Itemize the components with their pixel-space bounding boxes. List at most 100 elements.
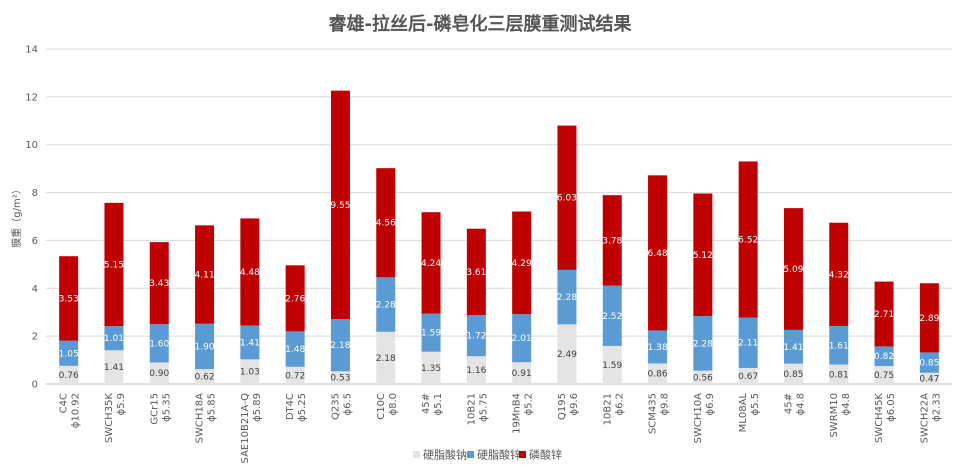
x-tick-label-grade: 45#	[783, 393, 794, 414]
bar-segment	[149, 324, 169, 363]
bar-stack: 0.76 1.05 3.53	[59, 256, 79, 384]
legend-swatch	[519, 451, 526, 458]
x-tick-label-grade: Q235	[330, 393, 341, 420]
bar-segment	[466, 315, 486, 357]
data-label: 0.76	[59, 371, 79, 381]
bar-segment	[285, 265, 305, 332]
data-label: 1.90	[195, 342, 215, 352]
data-label: 1.61	[829, 341, 849, 351]
data-label: 6.48	[648, 249, 668, 259]
bars: 0.76 1.05 3.53 1.41 1.01 5.15 0.90 1.60 3.43 0.62…	[59, 90, 940, 384]
bar-segment	[783, 363, 803, 384]
x-tick-label-size: ϕ4.8	[795, 393, 806, 416]
x-tick-label-size: ϕ5.25	[297, 393, 308, 422]
x-tick-label-grade: SCM435	[648, 393, 659, 434]
bar-segment	[376, 277, 396, 332]
bar-segment	[330, 90, 350, 320]
bar-segment	[738, 161, 758, 318]
y-axis-ticks: 0 2 4 6 8 10 12 14	[25, 45, 38, 391]
bar-segment	[557, 125, 577, 270]
x-tick-label-size: ϕ10.92	[71, 393, 82, 428]
bar-stack: 1.59 2.52 3.78	[602, 195, 623, 384]
data-label: 2.71	[874, 310, 894, 320]
bar-segment	[330, 319, 350, 372]
y-tick-label: 14	[25, 45, 38, 56]
x-tick-label-grade: 45#	[421, 393, 432, 414]
data-label: 1.48	[285, 345, 305, 355]
data-label: 1.03	[240, 368, 260, 378]
data-label: 1.35	[421, 364, 441, 374]
legend-label: 磷酸锌	[529, 448, 562, 462]
legend-label: 硬脂酸锌	[477, 448, 521, 462]
legend-swatch	[413, 451, 420, 458]
legend-item: 磷酸锌	[519, 448, 562, 462]
bar-stack: 0.81 1.61 4.32	[829, 222, 849, 384]
data-label: 2.89	[919, 314, 939, 324]
legend-swatch	[467, 451, 474, 458]
bar-segment	[874, 366, 894, 384]
bar-segment	[376, 168, 396, 278]
y-tick-label: 8	[32, 188, 38, 199]
bar-stack: 0.75 0.82 2.71	[874, 281, 894, 384]
bar-segment	[738, 317, 758, 368]
y-tick-label: 4	[32, 284, 38, 295]
data-label: 0.91	[512, 369, 532, 379]
data-label: 1.05	[59, 349, 79, 359]
bar-segment	[919, 372, 939, 384]
bar-segment	[874, 346, 894, 367]
bar-segment	[466, 228, 486, 316]
data-label: 0.85	[783, 370, 803, 380]
bar-stack: 1.35 1.59 4.24	[421, 212, 441, 384]
bar-segment	[149, 362, 169, 384]
bar-stack: 2.18 2.28 4.56	[376, 168, 396, 384]
data-label: 3.43	[149, 279, 169, 289]
bar-stack: 0.56 2.28 5.12	[693, 193, 713, 384]
legend-label: 硬脂酸钠	[423, 448, 467, 462]
x-tick-label-grade: GCr15	[149, 393, 160, 425]
data-label: 1.41	[240, 338, 260, 348]
y-tick-label: 6	[32, 236, 38, 247]
data-label: 4.24	[421, 259, 441, 269]
x-tick-label-size: ϕ4.8	[841, 393, 852, 416]
data-label: 9.55	[330, 201, 350, 211]
y-tick-label: 2	[32, 332, 38, 343]
bar-segment	[874, 281, 894, 347]
data-label: 2.11	[738, 339, 758, 349]
bar-segment	[829, 222, 849, 327]
bar-segment	[557, 269, 577, 325]
bar-segment	[512, 211, 532, 315]
x-tick-label-size: ϕ5.2	[524, 393, 535, 416]
bar-segment	[783, 329, 803, 364]
data-label: 3.61	[466, 268, 486, 278]
bar-segment	[512, 362, 532, 384]
bar-segment	[285, 366, 305, 384]
data-label: 2.49	[557, 350, 577, 360]
bar-segment	[738, 367, 758, 384]
bar-segment	[195, 323, 215, 370]
data-label: 2.52	[602, 312, 622, 322]
data-label: 1.60	[149, 339, 169, 349]
x-tick-label-grade: C4C	[59, 393, 70, 413]
bar-segment	[602, 285, 622, 346]
data-label: 0.56	[693, 373, 713, 383]
bar-segment	[330, 371, 350, 384]
data-label: 0.90	[149, 369, 169, 379]
bar-segment	[602, 345, 622, 384]
x-tick-label-size: ϕ8.0	[388, 393, 399, 416]
bar-stack: 2.49 2.28 6.03	[557, 125, 577, 384]
data-label: 0.86	[648, 370, 668, 380]
chart-title: 睿雄-拉丝后-磷皂化三层膜重测试结果	[329, 13, 633, 35]
bar-stack: 0.90 1.60 3.43	[149, 242, 170, 384]
data-label: 0.81	[829, 370, 849, 380]
x-tick-label-size: ϕ5.9	[116, 393, 127, 416]
bar-segment	[648, 175, 668, 331]
data-label: 0.72	[285, 371, 305, 381]
data-label: 5.12	[693, 251, 713, 261]
x-tick-label-grade: Q195	[557, 393, 568, 420]
data-label: 4.29	[512, 259, 532, 269]
x-axis-labels: C4C ϕ10.92 SWCH35K ϕ5.9 GCr15 ϕ5.35 SWCH18A ϕ5.…	[59, 393, 943, 464]
bar-stack: 0.53 2.18 9.55	[330, 90, 351, 384]
bar-stack: 0.47 0.85 2.89	[919, 283, 940, 384]
bar-segment	[104, 326, 124, 351]
data-label: 0.82	[874, 352, 894, 362]
